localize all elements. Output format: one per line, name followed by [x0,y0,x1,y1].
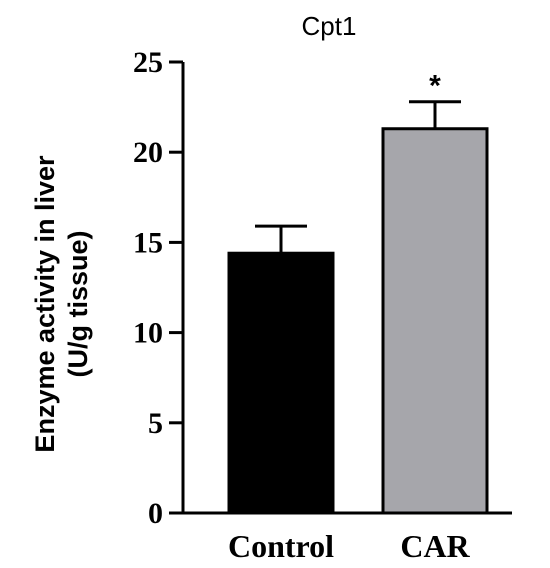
y-axis-label-line-1: Enzyme activity in liver [30,155,60,453]
y-tick-label: 5 [148,407,163,440]
y-tick-label: 0 [148,497,163,530]
y-tick-label: 15 [133,226,163,259]
x-tick-label-car: CAR [400,528,470,564]
y-tick-label: 20 [133,136,163,169]
y-axis-label-line-2: (U/g tissue) [63,230,93,377]
x-tick-label-control: Control [228,528,334,564]
y-axis: 0 5 10 15 20 25 [133,46,185,530]
y-tick-label: 10 [133,317,163,350]
y-axis-label: Enzyme activity in liver (U/g tissue) [30,155,93,453]
bar-control [227,251,335,515]
bar-car [381,127,489,515]
y-tick-label: 25 [133,46,163,79]
bars: * [227,70,489,515]
chart-title: Cpt1 [302,11,357,41]
x-tick-labels: Control CAR [228,528,471,564]
significance-marker: * [429,70,441,103]
